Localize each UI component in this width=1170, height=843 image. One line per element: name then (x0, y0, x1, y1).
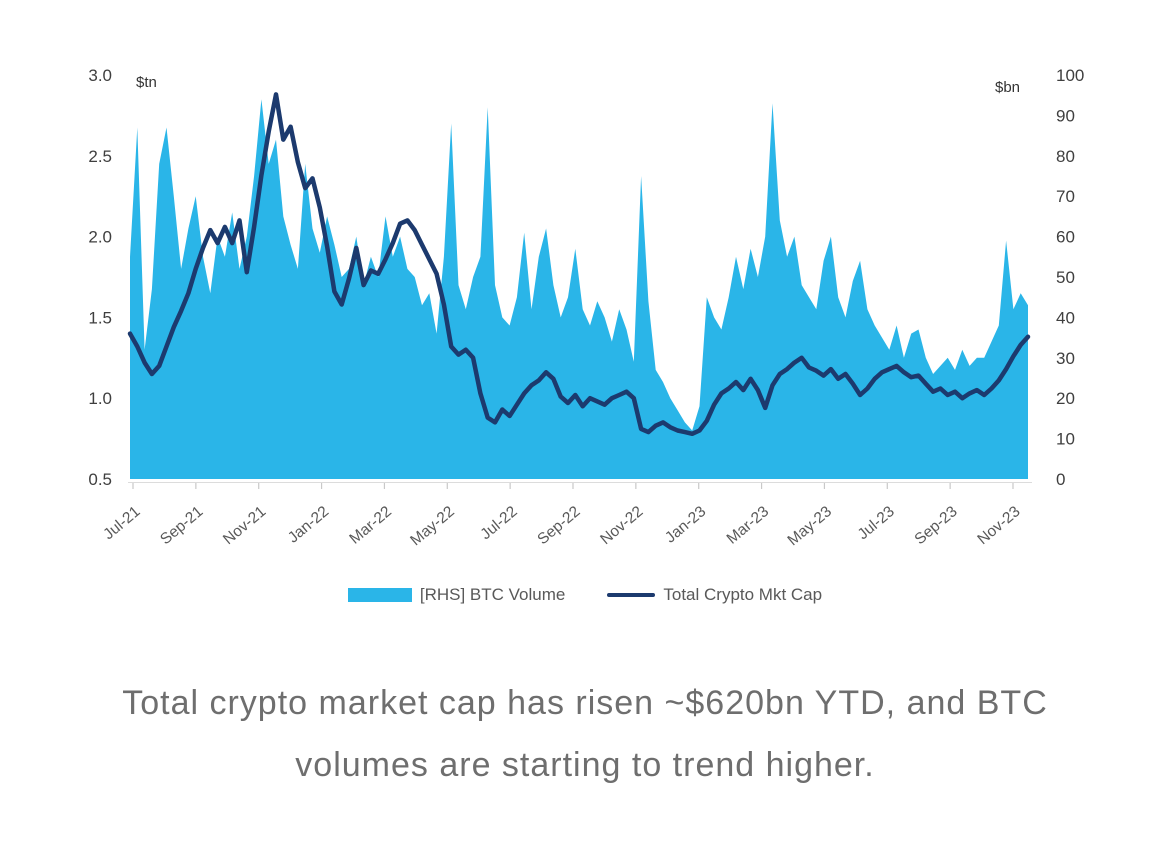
legend-label-btc-volume: [RHS] BTC Volume (419, 585, 566, 604)
x-tick-label: May-22 (407, 503, 458, 549)
chart-canvas: Jul-21 Sep-21 Nov-21 Jan-22 Mar-22 May-22 Jul-… (88, 66, 1084, 549)
y-left-tick-label: 1.5 (88, 308, 112, 327)
x-tick-label: Nov-23 (974, 503, 1023, 548)
legend-item-mkt-cap: Total Crypto Mkt Cap (607, 585, 822, 605)
chart-caption: Total crypto market cap has risen ~$620b… (0, 672, 1170, 796)
mkt-cap-line (127, 92, 1031, 437)
y-right-tick-label: 30 (1056, 349, 1075, 368)
legend-item-btc-volume: [RHS] BTC Volume (347, 585, 566, 605)
x-tick-label: Jan-22 (285, 503, 332, 546)
legend-label-mkt-cap: Total Crypto Mkt Cap (663, 585, 823, 604)
y-right-tick-label: 80 (1056, 147, 1075, 166)
y-left-tick-label: 3.0 (88, 66, 112, 85)
mkt-cap-line-swatch-icon (607, 593, 656, 597)
x-tick-label: Jul-23 (855, 503, 898, 543)
y-right-tick-label: 10 (1056, 430, 1075, 449)
x-tick-label: Sep-23 (911, 503, 960, 548)
y-right-tick-label: 60 (1056, 228, 1075, 247)
left-axis-unit-label: $tn (136, 74, 157, 91)
x-tick-label: Sep-22 (534, 503, 583, 548)
x-tick-label: Mar-22 (346, 503, 395, 548)
y-right-tick-label: 0 (1056, 470, 1065, 489)
y-left-tick-label: 0.5 (88, 470, 112, 489)
y-right-tick-label: 100 (1056, 66, 1084, 85)
x-tick-label: Mar-23 (724, 503, 773, 548)
x-tick-label: Nov-22 (597, 503, 646, 548)
chart-legend: [RHS] BTC Volume Total Crypto Mkt Cap (0, 585, 1170, 605)
caption-line-1: Total crypto market cap has risen ~$620b… (122, 684, 1048, 722)
x-tick-label: Jul-21 (100, 503, 143, 543)
x-tick-label: May-23 (784, 503, 835, 549)
btc-volume-swatch-icon (347, 588, 412, 602)
y-left-tick-label: 1.0 (88, 389, 112, 408)
y-right-tick-label: 90 (1056, 106, 1075, 125)
x-tick-label: Sep-21 (157, 503, 206, 548)
crypto-chart: Jul-21 Sep-21 Nov-21 Jan-22 Mar-22 May-22 Jul-… (0, 66, 1170, 605)
x-tick-label: Nov-21 (220, 503, 269, 548)
caption-line-2: volumes are starting to trend higher. (295, 746, 875, 784)
y-right-tick-label: 70 (1056, 187, 1075, 206)
x-tick-label: Jan-23 (662, 503, 709, 546)
y-right-tick-label: 50 (1056, 268, 1075, 287)
right-axis-unit-label: $bn (995, 79, 1021, 96)
y-left-tick-label: 2.0 (88, 228, 112, 247)
y-right-tick-label: 20 (1056, 389, 1075, 408)
x-tick-label: Jul-22 (477, 503, 520, 543)
btc-volume-area (130, 99, 1028, 479)
y-left-tick-label: 2.5 (88, 147, 112, 166)
y-right-tick-label: 40 (1056, 308, 1075, 327)
